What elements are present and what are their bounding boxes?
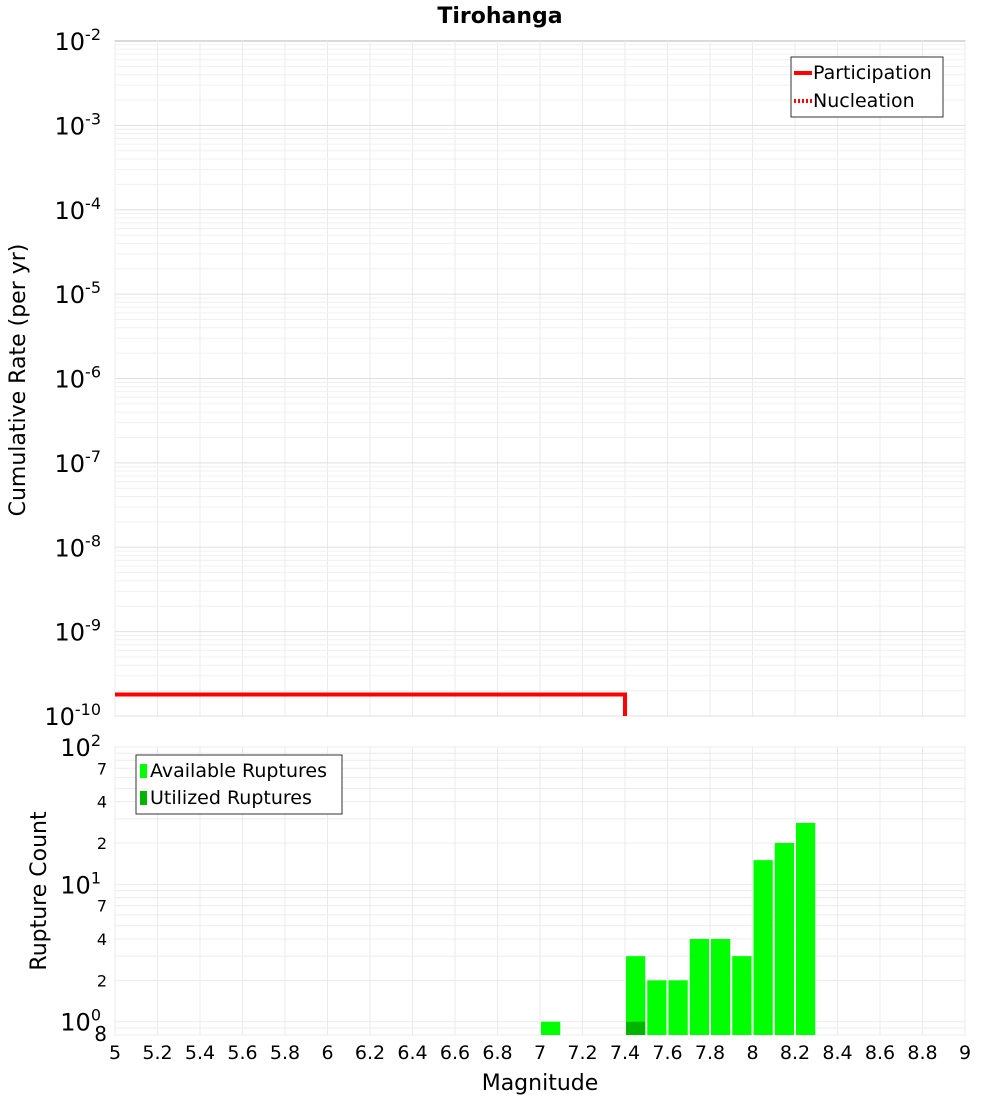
x-tick-label: 7 xyxy=(534,1042,546,1064)
x-tick-label: 5.2 xyxy=(142,1042,172,1064)
x-tick-label: 7.2 xyxy=(567,1042,597,1064)
x-tick-label: 6.2 xyxy=(355,1042,385,1064)
x-tick-label: 5 xyxy=(109,1042,121,1064)
available-legend-swatch xyxy=(140,764,147,778)
available-rupture-bar xyxy=(647,980,667,1035)
available-rupture-bar xyxy=(668,980,688,1035)
rate-series xyxy=(115,692,627,716)
x-tick-label: 5.6 xyxy=(227,1042,257,1064)
count-y-tick-label: 102 xyxy=(60,731,101,762)
available-rupture-bar xyxy=(689,939,709,1035)
rate-y-tick-label: 10-5 xyxy=(55,278,102,309)
x-tick-label: 7.8 xyxy=(695,1042,725,1064)
x-tick-label: 6.6 xyxy=(440,1042,470,1064)
rate-y-tick-label: 10-8 xyxy=(55,531,102,562)
x-tick-label: 8.2 xyxy=(780,1042,810,1064)
available-rupture-bar xyxy=(774,843,794,1035)
available-rupture-bar xyxy=(753,860,773,1035)
rate-gridlines xyxy=(114,41,966,717)
utilized-rupture-bar xyxy=(626,1021,646,1035)
rate-y-tick-label: 10-4 xyxy=(55,194,102,225)
count-y-minor-tick-label: 4 xyxy=(97,793,107,812)
rate-legend-label: Participation xyxy=(813,62,932,84)
available-rupture-bar xyxy=(796,822,816,1035)
count-bars xyxy=(541,822,816,1035)
x-tick-label: 6 xyxy=(321,1042,333,1064)
rate-legend-box xyxy=(790,56,944,118)
count-legend-label: Utilized Ruptures xyxy=(150,787,312,809)
count-y-minor-tick-label: 7 xyxy=(97,759,107,778)
rate-y-tick-label: 10-9 xyxy=(55,616,102,647)
rate-y-tick-label: 10-6 xyxy=(55,363,102,394)
x-tick-label: 8.8 xyxy=(907,1042,937,1064)
utilized-legend-swatch xyxy=(140,791,147,805)
rate-y-tick-label: 10-3 xyxy=(55,109,102,140)
x-axis-ticks: 5 5.2 5.4 5.6 5.8 6 6.2 6.4 6.6 6.8 7 7.2 7.4 7.6 7.8 8… xyxy=(109,1042,971,1064)
rate-y-tick-label: 10-2 xyxy=(55,25,102,56)
rate-legend-label: Nucleation xyxy=(813,90,915,112)
rate-y-tick-label: 10-7 xyxy=(55,447,102,478)
x-axis-label: Magnitude xyxy=(482,1071,599,1096)
x-tick-label: 7.4 xyxy=(610,1042,640,1064)
count-y-minor-tick-label: 8 xyxy=(94,1022,107,1046)
x-tick-label: 7.6 xyxy=(652,1042,682,1064)
rate-panel: 10-2 10-3 10-4 10-5 10-6 10-7 10-8 10-9 10-10 Cu… xyxy=(6,25,966,731)
x-tick-label: 8 xyxy=(746,1042,758,1064)
x-tick-label: 8.4 xyxy=(822,1042,852,1064)
chart-title: Tirohanga xyxy=(437,4,562,29)
available-rupture-bar xyxy=(711,939,731,1035)
count-y-axis-label: Rupture Count xyxy=(27,811,52,971)
x-tick-label: 9 xyxy=(959,1042,971,1064)
count-legend: Available Ruptures Utilized Ruptures xyxy=(135,754,343,815)
count-y-minor-tick-label: 4 xyxy=(97,930,107,949)
rate-y-ticks: 10-2 10-3 10-4 10-5 10-6 10-7 10-8 10-9 10-10 xyxy=(44,25,101,731)
count-legend-label: Available Ruptures xyxy=(150,760,327,782)
x-tick-label: 6.4 xyxy=(397,1042,427,1064)
rate-y-axis-label: Cumulative Rate (per yr) xyxy=(6,244,31,517)
count-y-tick-label: 101 xyxy=(60,868,101,899)
count-y-minor-tick-label: 2 xyxy=(97,834,107,853)
count-legend-box xyxy=(135,754,343,815)
x-tick-label: 6.8 xyxy=(482,1042,512,1064)
count-y-minor-tick-label: 2 xyxy=(97,971,107,990)
x-tick-label: 5.4 xyxy=(185,1042,215,1064)
available-rupture-bar xyxy=(626,956,646,1035)
rate-legend: Participation Nucleation xyxy=(790,56,944,118)
participation-line xyxy=(115,692,627,716)
x-tick-label: 5.8 xyxy=(270,1042,300,1064)
count-y-tick-label: 100 xyxy=(60,1006,101,1037)
x-tick-label: 8.6 xyxy=(865,1042,895,1064)
available-rupture-bar xyxy=(732,956,752,1035)
count-y-minor-tick-label: 7 xyxy=(97,897,107,916)
available-rupture-bar xyxy=(541,1021,561,1035)
rate-y-tick-label: 10-10 xyxy=(44,700,101,731)
